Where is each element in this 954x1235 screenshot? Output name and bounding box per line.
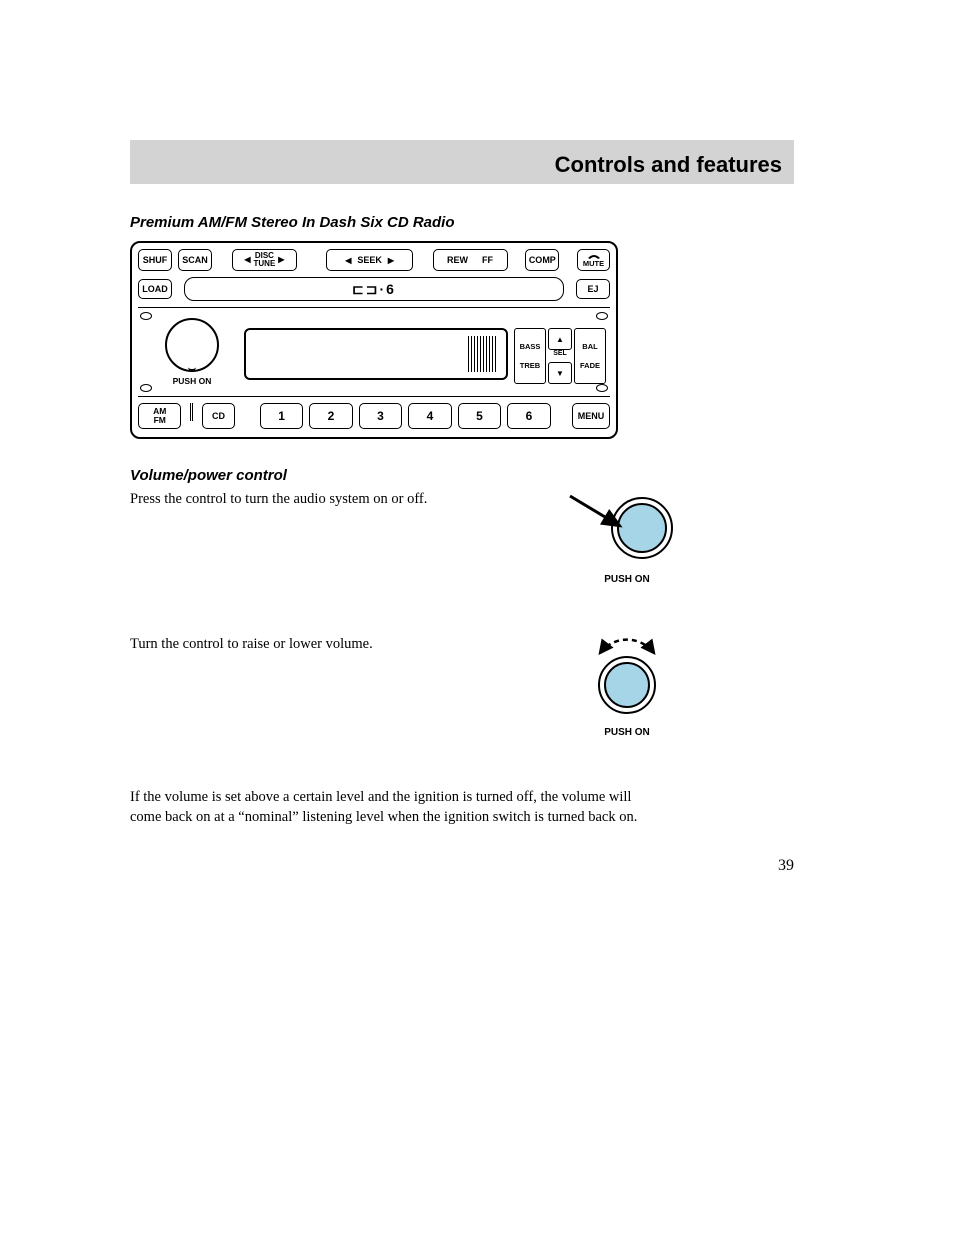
volume-section-title: Volume/power control xyxy=(130,467,794,484)
fm-label: FM xyxy=(154,416,166,425)
preset-3-button: 3 xyxy=(359,403,402,429)
preset-4-button: 4 xyxy=(408,403,451,429)
screw-icon xyxy=(140,384,152,392)
preset-2-button: 2 xyxy=(309,403,352,429)
bal-fade-button: BALFADE xyxy=(574,328,606,384)
volume-knob-area: PUSH ON xyxy=(142,316,242,386)
preset-6-button: 6 xyxy=(507,403,550,429)
radio-bottom-row: AM FM CD 1 2 3 4 5 6 MENU xyxy=(138,403,610,429)
separator-lines-icon xyxy=(190,403,193,421)
menu-button: MENU xyxy=(572,403,610,429)
fig2-label: PUSH ON xyxy=(604,727,650,738)
ff-label: FF xyxy=(482,255,493,265)
mute-label: MUTE xyxy=(583,260,604,268)
bass-treb-button: BASSTREB xyxy=(514,328,546,384)
vol-para-1: Press the control to turn the audio syst… xyxy=(130,490,430,510)
radio-faceplate-diagram: SHUF SCAN ◀ DISC TUNE ▶ ◀ SEEK ▶ REW FF xyxy=(130,241,618,439)
preset-5-button: 5 xyxy=(458,403,501,429)
sel-label: SEL xyxy=(548,350,572,362)
shuf-button: SHUF xyxy=(138,249,172,271)
vol-para-3: If the volume is set above a certain lev… xyxy=(130,788,650,827)
page-header: Controls and features xyxy=(130,140,794,184)
vol-para-2: Turn the control to raise or lower volum… xyxy=(130,635,430,655)
tone-balance-buttons: BASSTREB▲BALFADESEL▼ xyxy=(514,328,606,384)
screw-icon xyxy=(140,312,152,320)
screw-icon xyxy=(596,312,608,320)
radio-top-row: SHUF SCAN ◀ DISC TUNE ▶ ◀ SEEK ▶ REW FF xyxy=(138,249,610,271)
cd-slot-display: ⊏⊐·6 xyxy=(184,277,564,301)
header-gray-bar: Controls and features xyxy=(130,140,794,184)
cd-button: CD xyxy=(202,403,234,429)
rew-label: REW xyxy=(447,255,468,265)
page-number: 39 xyxy=(130,857,794,875)
header-title: Controls and features xyxy=(555,152,782,178)
scan-button: SCAN xyxy=(178,249,212,271)
radio-row-2: LOAD ⊏⊐·6 EJ xyxy=(138,277,610,301)
fig1-label: PUSH ON xyxy=(604,574,650,585)
sel-up-button: ▲ xyxy=(548,328,572,350)
press-knob-icon xyxy=(562,490,692,568)
seek-label: SEEK xyxy=(357,255,382,265)
preset-1-button: 1 xyxy=(260,403,303,429)
lcd-display xyxy=(244,328,508,380)
eject-button: EJ xyxy=(576,279,610,299)
disc-tune-button: ◀ DISC TUNE ▶ xyxy=(232,249,297,271)
section-title: Premium AM/FM Stereo In Dash Six CD Radi… xyxy=(130,214,794,231)
am-fm-button: AM FM xyxy=(138,403,181,429)
volume-knob-icon xyxy=(165,318,219,372)
screw-icon xyxy=(596,384,608,392)
radio-mid-panel: PUSH ON BASSTREB▲BALFADESEL▼ xyxy=(138,307,610,397)
tune-label: TUNE xyxy=(254,259,276,268)
push-knob-figure-1: PUSH ON xyxy=(562,490,692,585)
rew-ff-button: REW FF xyxy=(433,249,508,271)
comp-button: COMP xyxy=(525,249,559,271)
sel-down-button: ▼ xyxy=(548,362,572,384)
mute-button: MUTE xyxy=(577,249,610,271)
seek-button: ◀ SEEK ▶ xyxy=(326,249,413,271)
pushon-label: PUSH ON xyxy=(142,376,242,386)
push-knob-figure-2: PUSH ON xyxy=(572,635,682,738)
load-button: LOAD xyxy=(138,279,172,299)
turn-knob-icon xyxy=(572,635,682,721)
